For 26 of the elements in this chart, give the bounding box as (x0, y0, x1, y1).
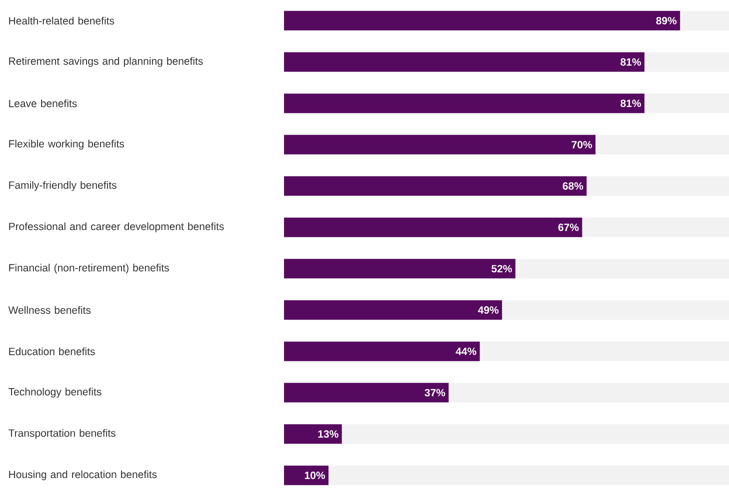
y-tick-label: Housing and relocation benefits (9, 470, 157, 480)
y-tick-label: Financial (non-retirement) benefits (9, 264, 169, 274)
y-tick-label: Wellness benefits (8, 306, 91, 314)
bar (284, 424, 342, 444)
data-label: 10% (304, 472, 326, 480)
data-label: 70% (572, 140, 592, 148)
data-label: 49% (478, 306, 499, 314)
data-label: 81% (620, 58, 641, 66)
y-tick-label: Flexible working benefits (9, 140, 124, 150)
data-label: 44% (456, 348, 476, 356)
y-tick-label: Family-friendly benefits (9, 181, 116, 191)
y-tick-label: Transportation benefits (8, 429, 116, 439)
bar (284, 466, 328, 486)
data-label: 89% (656, 16, 677, 24)
data-label: 68% (562, 182, 584, 190)
y-tick-label: Retirement savings and planning benefits (9, 57, 203, 67)
y-tick-label: Technology benefits (8, 388, 102, 398)
y-tick-label: Health-related benefits (9, 16, 114, 25)
data-label: 52% (492, 264, 512, 272)
y-tick-label: Professional and career development benefits (9, 222, 224, 232)
y-tick-label: Leave benefits (9, 99, 77, 108)
data-label: 81% (620, 100, 641, 108)
data-label: 37% (424, 388, 446, 396)
data-label: 67% (558, 224, 579, 232)
y-tick-label: Education benefits (9, 347, 95, 356)
data-label: 13% (318, 430, 338, 438)
